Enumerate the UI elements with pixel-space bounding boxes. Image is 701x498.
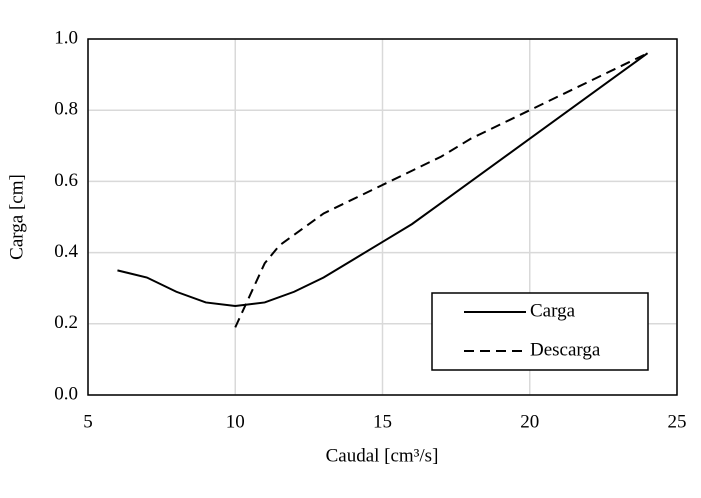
y-tick-label: 0.4	[54, 241, 78, 262]
y-tick-label: 0.8	[54, 99, 78, 120]
x-tick-label: 25	[668, 411, 687, 432]
legend-label: Descarga	[530, 339, 601, 360]
data-line	[117, 52, 649, 308]
y-tick-label: 1.0	[54, 27, 78, 48]
y-axis-label: Carga [cm]	[6, 174, 27, 260]
x-axis-label: Caudal [cm³/s]	[326, 445, 439, 466]
plot-frame	[87, 38, 678, 396]
y-tick-label: 0.0	[54, 383, 78, 404]
legend-label: Carga	[530, 300, 576, 321]
y-tick-label: 0.6	[54, 170, 78, 191]
x-tick-label: 15	[373, 411, 392, 432]
x-tick-label: 5	[83, 411, 93, 432]
legend-box	[431, 292, 649, 371]
data-line	[234, 52, 648, 328]
x-tick-label: 20	[520, 411, 539, 432]
x-tick-label: 10	[226, 411, 245, 432]
y-tick-label: 0.2	[54, 312, 78, 333]
